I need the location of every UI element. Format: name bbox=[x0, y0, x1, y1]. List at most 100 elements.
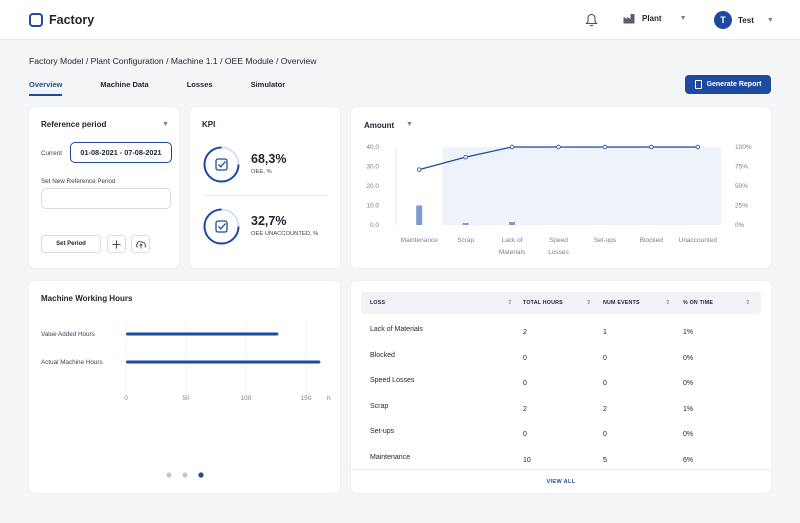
loss-name-cell: Scrap bbox=[370, 402, 389, 410]
loss-name-cell: Maintenance bbox=[370, 453, 411, 461]
y2-tick-label: 0% bbox=[735, 222, 745, 229]
loss-name-cell: Speed Losses bbox=[370, 377, 415, 384]
bell-icon[interactable] bbox=[585, 13, 598, 27]
bar bbox=[509, 222, 516, 225]
x-tick-label: Set-ups bbox=[594, 237, 617, 244]
line-point bbox=[602, 144, 608, 150]
total-hours-cell: 0 bbox=[523, 431, 527, 438]
total-hours-cell: 0 bbox=[523, 380, 527, 387]
total-hours-cell: 2 bbox=[523, 329, 527, 336]
y-tick-label: 20.0 bbox=[366, 183, 379, 190]
y-tick-label: 0.0 bbox=[370, 222, 379, 229]
x-unit-label: h bbox=[327, 395, 331, 402]
y-category-label: Value Added Hours bbox=[41, 331, 95, 338]
upload-button[interactable] bbox=[131, 235, 150, 253]
tab-bar: Overview Machine Data Losses Simulator bbox=[29, 80, 323, 96]
num-events-cell: 5 bbox=[603, 456, 607, 464]
x-tick-label: Blocked bbox=[640, 237, 664, 244]
x-tick-label: Lack of bbox=[502, 237, 523, 244]
reference-period-title[interactable]: Reference period bbox=[41, 120, 107, 129]
loss-name-cell: Set-ups bbox=[370, 428, 395, 435]
chevron-down-icon: ▼ bbox=[679, 15, 687, 22]
y-tick-label: 10.0 bbox=[366, 203, 379, 210]
generate-report-button[interactable]: Generate Report bbox=[685, 75, 771, 94]
y-tick-label: 40.0 bbox=[366, 144, 379, 151]
chevron-down-icon[interactable]: ▼ bbox=[406, 121, 413, 128]
column-header-on-time[interactable]: % ON TIME bbox=[683, 300, 714, 306]
factory-icon bbox=[623, 14, 635, 24]
num-events-cell: 0 bbox=[603, 380, 607, 387]
y2-tick-label: 75% bbox=[735, 164, 748, 171]
line-point bbox=[463, 154, 468, 160]
line-point bbox=[695, 144, 700, 150]
column-header-loss[interactable]: LOSS bbox=[370, 300, 386, 306]
sort-icon[interactable]: ⇕ bbox=[665, 300, 671, 306]
new-period-input[interactable] bbox=[41, 188, 171, 209]
top-bar: Factory Plant ▼ T Test ▼ bbox=[0, 0, 800, 40]
kpi-ring-icon bbox=[203, 146, 240, 183]
y2-tick-label: 25% bbox=[735, 203, 748, 210]
x-tick-label: Unaccounted bbox=[679, 237, 718, 244]
line-point bbox=[417, 167, 422, 172]
total-hours-cell: 0 bbox=[523, 354, 527, 362]
plus-icon bbox=[112, 240, 121, 248]
amount-chart-card: 0.0 10.0 20.0 30.0 40.0 0% 25% 50% 75% 100% Mainte… bbox=[351, 107, 771, 268]
x-tick-label: 50 bbox=[182, 395, 190, 402]
chevron-down-icon: ▼ bbox=[766, 16, 774, 24]
sort-icon[interactable]: ⇕ bbox=[507, 300, 513, 306]
document-icon bbox=[694, 80, 702, 89]
table-row[interactable]: Scrap 2 2 1% bbox=[361, 394, 761, 419]
pagination-dot[interactable] bbox=[166, 472, 172, 478]
x-tick-label: Scrap bbox=[457, 237, 474, 244]
user-menu[interactable]: T Test ▼ bbox=[714, 11, 774, 29]
set-period-button[interactable]: Set Period bbox=[41, 235, 101, 253]
app-logo[interactable]: Factory bbox=[29, 13, 94, 27]
table-row[interactable]: Set-ups 0 0 0% bbox=[361, 419, 761, 444]
on-time-cell: 1% bbox=[683, 405, 694, 413]
pagination-dot[interactable] bbox=[198, 472, 204, 478]
kpi-label: OEE, % bbox=[251, 169, 272, 175]
tab-overview[interactable]: Overview bbox=[29, 80, 63, 96]
table-header: LOSS ⇕ TOTAL HOURS ⇕ NUM EVENTS ⇕ % ON T… bbox=[361, 292, 761, 314]
num-events-cell: 1 bbox=[603, 329, 607, 336]
chevron-down-icon[interactable]: ▼ bbox=[162, 121, 169, 128]
sort-icon[interactable]: ⇕ bbox=[586, 300, 592, 306]
loss-name-cell: Lack of Materials bbox=[370, 326, 423, 333]
x-tick-label: 0 bbox=[124, 395, 128, 402]
working-hours-title: Machine Working Hours bbox=[41, 294, 133, 303]
sort-icon[interactable]: ⇕ bbox=[745, 300, 751, 306]
line-point bbox=[649, 144, 654, 150]
pagination-dot[interactable] bbox=[182, 472, 188, 478]
kpi-title: KPI bbox=[202, 120, 216, 129]
breadcrumb: Factory Model / Plant Configuration / Ma… bbox=[29, 56, 317, 66]
table-row[interactable]: Maintenance 10 5 6% bbox=[361, 445, 761, 470]
current-period-field[interactable]: 01-08-2021 - 07-08-2021 bbox=[70, 142, 172, 163]
tab-machine-data[interactable]: Machine Data bbox=[100, 80, 149, 89]
column-header-num-events[interactable]: NUM EVENTS bbox=[603, 300, 640, 306]
amount-title[interactable]: Amount bbox=[364, 121, 395, 130]
table-row[interactable]: Lack of Materials 2 1 1% bbox=[361, 317, 761, 342]
table-row[interactable]: Speed Losses 0 0 0% bbox=[361, 368, 761, 393]
table-row[interactable]: Blocked 0 0 0% bbox=[361, 343, 761, 368]
plot-shade bbox=[442, 147, 721, 225]
y2-tick-label: 50% bbox=[735, 183, 748, 190]
kpi-value: 68,3% bbox=[251, 152, 287, 166]
generate-report-label: Generate Report bbox=[706, 81, 762, 88]
x-tick-label: 100 bbox=[241, 395, 252, 402]
x-tick-label: Maintenance bbox=[401, 237, 439, 244]
amount-chart: 0.0 10.0 20.0 30.0 40.0 0% 25% 50% 75% 100% Mainte… bbox=[366, 144, 752, 256]
tab-losses[interactable]: Losses bbox=[186, 80, 213, 89]
column-header-total-hours[interactable]: TOTAL HOURS bbox=[523, 300, 563, 306]
plant-selector[interactable]: Plant ▼ bbox=[623, 13, 687, 24]
on-time-cell: 6% bbox=[683, 456, 694, 464]
user-name: Test bbox=[738, 15, 754, 25]
y2-tick-label: 100% bbox=[735, 144, 752, 151]
view-all-link[interactable]: VIEW ALL bbox=[546, 479, 576, 485]
y-category-label: Actual Machine Hours bbox=[41, 359, 103, 366]
tab-simulator[interactable]: Simulator bbox=[250, 80, 286, 89]
bar bbox=[416, 205, 423, 225]
avatar: T bbox=[714, 11, 732, 29]
working-hours-chart: 0 50 100 150 h Value Added Hours Actual Machin… bbox=[41, 321, 331, 478]
add-button[interactable] bbox=[107, 235, 126, 253]
divider bbox=[351, 469, 771, 470]
